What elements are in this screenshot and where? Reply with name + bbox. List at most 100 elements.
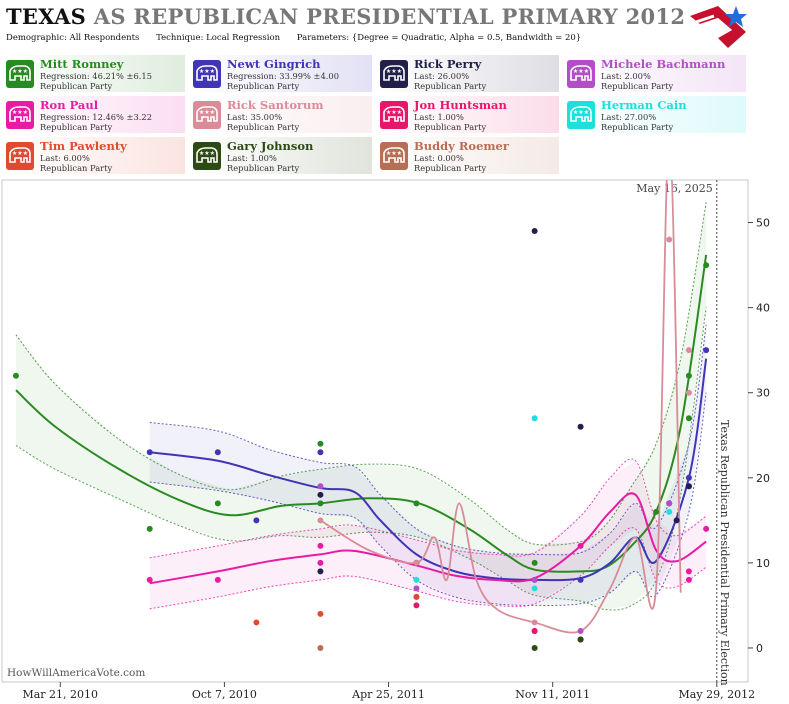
poll-point-michele-bachmann	[531, 576, 538, 583]
candidate-name: Buddy Roemer	[414, 139, 509, 153]
poll-point-rick-santorum	[413, 559, 420, 566]
poll-point-ron-paul	[317, 542, 324, 549]
candidate-name: Rick Santorum	[227, 98, 324, 112]
elephant-icon: ★★★	[567, 60, 595, 88]
poll-point-rick-perry	[317, 568, 324, 575]
candidate-stat: Regression: 12.46% ±3.22	[40, 112, 152, 122]
chart: 0 10 20 30 40 50 Mar 21, 2010 Oct 7, 2010 Apr 25…	[1, 179, 770, 701]
poll-point-mitt-romney	[12, 372, 19, 379]
candidate-name: Gary Johnson	[227, 139, 314, 153]
svg-text:★★★: ★★★	[386, 109, 402, 116]
candidate-party: Republican Party	[601, 81, 674, 91]
svg-text:★★★: ★★★	[386, 68, 402, 75]
candidate-name: Rick Perry	[414, 57, 482, 71]
technique-label: Technique: Local Regression	[156, 33, 281, 43]
candidate-card-buddy-roemer[interactable]: ★★★ Buddy Roemer Last: 0.00% Republican Par…	[376, 137, 559, 174]
band-upper-mitt-romney	[15, 202, 707, 546]
poll-point-newt-gingrich	[214, 449, 221, 456]
poll-point-mitt-romney	[413, 500, 420, 507]
candidate-name: Mitt Romney	[40, 57, 124, 71]
candidate-stat: Last: 35.00%	[227, 112, 283, 122]
candidate-name: Newt Gingrich	[227, 57, 321, 71]
elephant-icon: ★★★	[6, 101, 34, 129]
poll-point-buddy-roemer	[317, 644, 324, 651]
poll-point-mitt-romney	[317, 440, 324, 447]
poll-point-tim-pawlenty	[413, 593, 420, 600]
candidate-stat: Regression: 33.99% ±4.00	[227, 71, 339, 81]
svg-text:★★★: ★★★	[573, 109, 589, 116]
candidate-card-rick-perry[interactable]: ★★★ Rick Perry Last: 26.00% Republican Part…	[376, 55, 559, 92]
elephant-icon: ★★★	[193, 142, 221, 170]
poll-point-herman-cain	[531, 415, 538, 422]
plot-frame	[1, 179, 749, 683]
elephant-icon: ★★★	[567, 101, 595, 129]
poll-point-mitt-romney	[653, 508, 660, 515]
poll-point-rick-perry	[685, 483, 692, 490]
candidate-card-rick-santorum[interactable]: ★★★ Rick Santorum Last: 35.00% Republican P…	[189, 96, 372, 133]
poll-point-mitt-romney	[531, 559, 538, 566]
band-lower-mitt-romney	[15, 307, 707, 611]
candidate-card-tim-pawlenty[interactable]: ★★★ Tim Pawlenty Last: 6.00% Republican Par…	[2, 137, 185, 174]
poll-point-ron-paul	[685, 568, 692, 575]
candidate-party: Republican Party	[40, 122, 113, 132]
candidate-party: Republican Party	[414, 122, 487, 132]
candidate-name: Ron Paul	[40, 98, 99, 112]
y-tick-label: 30	[756, 387, 770, 400]
poll-point-herman-cain	[666, 508, 673, 515]
x-tick-label: Mar 21, 2010	[22, 688, 98, 701]
candidate-name: Jon Huntsman	[414, 98, 507, 112]
candidate-card-jon-huntsman[interactable]: ★★★ Jon Huntsman Last: 1.00% Republican Par…	[376, 96, 559, 133]
poll-point-ron-paul	[146, 576, 153, 583]
poll-point-ron-paul	[317, 559, 324, 566]
poll-point-rick-santorum	[666, 236, 673, 243]
candidate-card-newt-gingrich[interactable]: ★★★ Newt Gingrich Regression: 33.99% ±4.00…	[189, 55, 372, 92]
svg-text:★★★: ★★★	[199, 109, 215, 116]
band-mitt-romney	[15, 202, 707, 610]
candidate-party: Republican Party	[601, 122, 674, 132]
candidate-stat: Last: 0.00%	[414, 153, 464, 163]
band-upper-ron-paul	[149, 458, 707, 559]
poll-point-michele-bachmann	[666, 500, 673, 507]
elephant-icon: ★★★	[380, 101, 408, 129]
candidate-party: Republican Party	[40, 81, 113, 91]
candidate-name: Michele Bachmann	[601, 57, 726, 71]
demographic-label: Demographic: All Respondents	[6, 33, 140, 43]
candidate-card-gary-johnson[interactable]: ★★★ Gary Johnson Last: 1.00% Republican Par…	[189, 137, 372, 174]
candidate-card-michele-bachmann[interactable]: ★★★ Michele Bachmann Last: 2.00% Republican…	[563, 55, 746, 92]
candidate-party: Republican Party	[40, 163, 113, 173]
poll-point-mitt-romney	[685, 415, 692, 422]
candidate-party: Republican Party	[414, 163, 487, 173]
poll-point-rick-santorum	[685, 389, 692, 396]
svg-text:★★★: ★★★	[12, 150, 28, 157]
svg-text:★★★: ★★★	[12, 68, 28, 75]
band-lower-newt-gingrich	[149, 392, 707, 606]
plot-area	[12, 180, 710, 651]
candidate-card-herman-cain[interactable]: ★★★ Herman Cain Last: 27.00% Republican Par…	[563, 96, 746, 133]
poll-point-herman-cain	[531, 585, 538, 592]
poll-point-ron-paul	[214, 576, 221, 583]
poll-point-ron-paul	[685, 576, 692, 583]
poll-point-mitt-romney	[317, 500, 324, 507]
elephant-icon: ★★★	[380, 60, 408, 88]
candidate-stat: Last: 27.00%	[601, 112, 657, 122]
candidate-party: Republican Party	[227, 81, 300, 91]
poll-point-tim-pawlenty	[317, 610, 324, 617]
poll-point-rick-santorum	[531, 619, 538, 626]
candidate-stat: Last: 1.00%	[227, 153, 277, 163]
poll-point-ron-paul	[703, 525, 710, 532]
svg-text:★★★: ★★★	[573, 68, 589, 75]
y-tick-label: 50	[756, 217, 770, 230]
parameters-label: Parameters: {Degree = Quadratic, Alpha =…	[296, 33, 582, 43]
candidate-stat: Regression: 46.21% ±6.15	[40, 71, 152, 81]
poll-point-jon-huntsman	[413, 602, 420, 609]
candidate-card-ron-paul[interactable]: ★★★ Ron Paul Regression: 12.46% ±3.22 Repub…	[2, 96, 185, 133]
trend-line-mitt-romney	[15, 254, 708, 573]
y-tick-label: 20	[756, 472, 770, 485]
candidate-stat: Last: 2.00%	[601, 71, 651, 81]
current-date-label: May 16, 2025	[636, 182, 713, 195]
x-tick-label: Apr 25, 2011	[351, 688, 425, 701]
candidate-stat: Last: 6.00%	[40, 153, 90, 163]
candidate-party: Republican Party	[414, 81, 487, 91]
candidate-card-mitt-romney[interactable]: ★★★ Mitt Romney Regression: 46.21% ±6.15 Re…	[2, 55, 185, 92]
poll-point-newt-gingrich	[253, 517, 260, 524]
